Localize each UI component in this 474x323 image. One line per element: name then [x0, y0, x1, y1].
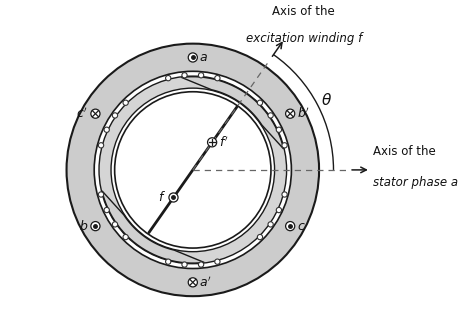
Polygon shape — [102, 191, 204, 263]
Circle shape — [66, 44, 319, 296]
Circle shape — [169, 193, 178, 202]
Circle shape — [112, 113, 118, 118]
Text: θ: θ — [321, 93, 331, 108]
Circle shape — [165, 76, 171, 81]
Circle shape — [182, 262, 187, 267]
Circle shape — [123, 234, 128, 240]
Text: excitation winding f: excitation winding f — [246, 32, 362, 45]
Circle shape — [268, 113, 273, 118]
Circle shape — [99, 143, 104, 148]
Circle shape — [268, 222, 273, 227]
Circle shape — [257, 234, 263, 240]
Circle shape — [282, 192, 287, 197]
Circle shape — [199, 262, 204, 267]
Circle shape — [276, 207, 282, 213]
Circle shape — [215, 259, 220, 264]
Text: $f$: $f$ — [158, 191, 166, 204]
Circle shape — [208, 138, 217, 147]
Text: $f'$: $f'$ — [219, 135, 229, 150]
Circle shape — [104, 207, 109, 213]
Circle shape — [99, 192, 104, 197]
Circle shape — [91, 109, 100, 118]
Circle shape — [286, 109, 295, 118]
Circle shape — [188, 278, 197, 287]
Circle shape — [165, 259, 171, 264]
Circle shape — [276, 127, 282, 132]
Circle shape — [104, 127, 109, 132]
Circle shape — [282, 143, 287, 148]
Text: Axis of the: Axis of the — [273, 5, 335, 18]
Circle shape — [286, 222, 295, 231]
Text: $a'$: $a'$ — [200, 275, 212, 290]
Circle shape — [99, 76, 287, 264]
Text: $b'$: $b'$ — [297, 107, 310, 121]
Circle shape — [115, 92, 271, 248]
Circle shape — [199, 73, 204, 78]
Text: $c$: $c$ — [297, 220, 306, 233]
Text: $c'$: $c'$ — [76, 107, 88, 121]
Circle shape — [91, 222, 100, 231]
Circle shape — [257, 100, 263, 105]
Text: $b$: $b$ — [79, 219, 88, 233]
Circle shape — [123, 100, 128, 105]
Polygon shape — [182, 77, 283, 149]
Text: $a$: $a$ — [200, 51, 208, 64]
Circle shape — [188, 53, 197, 62]
Circle shape — [182, 73, 187, 78]
Text: stator phase a: stator phase a — [373, 176, 458, 189]
Text: Axis of the: Axis of the — [373, 145, 436, 158]
Circle shape — [215, 76, 220, 81]
Circle shape — [94, 71, 292, 268]
Circle shape — [111, 88, 274, 252]
Circle shape — [112, 222, 118, 227]
